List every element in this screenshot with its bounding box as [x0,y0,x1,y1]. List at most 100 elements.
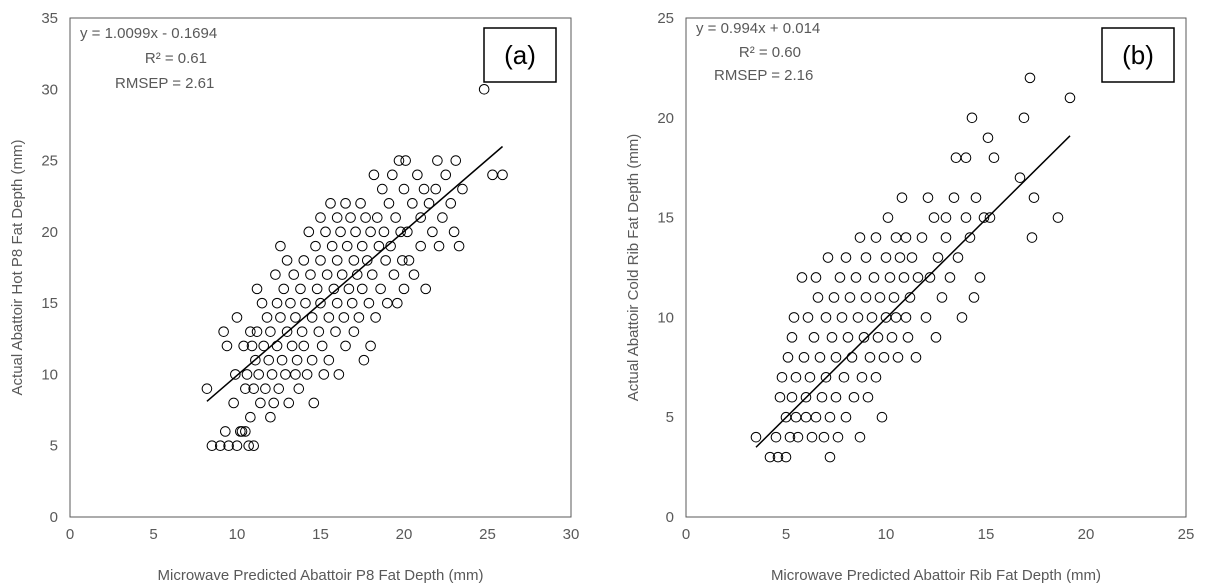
x-tick-label: 5 [149,526,157,543]
data-point [966,112,978,124]
data-point [968,292,980,303]
data-point [253,369,265,380]
data-point [1064,92,1076,104]
data-point [820,312,832,323]
data-point [810,272,822,283]
data-point [930,332,942,343]
data-point [944,272,956,283]
data-point [206,440,218,452]
x-tick-label: 25 [479,526,496,543]
data-point [355,198,366,209]
data-point [792,431,804,443]
data-point [375,283,386,295]
data-point [261,312,273,323]
data-point [308,397,320,409]
data-point [846,352,858,363]
y-tick-label: 30 [41,81,58,98]
y-axis-title: Actual Abattoir Cold Rib Fat Depth (mm) [625,134,642,402]
data-point [1024,72,1036,84]
data-point [822,252,834,263]
data-point [834,272,846,283]
data-point [950,152,962,164]
data-point [286,340,298,352]
x-tick-label: 15 [978,526,995,543]
y-tick-label: 0 [50,509,58,526]
y-tick-label: 10 [41,366,58,383]
data-point [884,272,896,283]
data-point [385,240,396,252]
data-point [830,391,842,403]
data-point [271,340,283,352]
data-point [433,240,445,252]
data-point [812,292,824,303]
data-point [393,155,405,166]
data-point [978,212,990,223]
data-point [383,198,395,209]
x-axis-title: Microwave Predicted Abattoir Rib Fat Dep… [771,567,1101,584]
y-tick-label: 10 [657,309,674,326]
data-point [373,240,385,252]
data-point [397,255,408,266]
data-point [854,431,866,443]
data-point [278,283,290,295]
data-point [218,326,229,337]
data-point [824,411,836,423]
data-point [250,354,261,366]
data-point [407,198,418,209]
data-point [245,326,256,337]
data-point [912,272,924,283]
data-point [864,352,876,363]
data-point [445,198,457,209]
data-point [246,340,258,352]
data-point [313,326,325,337]
data-point [820,371,832,383]
data-point [984,212,996,223]
data-point [415,212,427,223]
data-point [1018,112,1030,124]
data-point [844,292,856,303]
data-point [830,352,842,363]
data-point [245,411,256,423]
data-point [248,383,259,394]
data-point [376,183,388,195]
data-point [231,312,243,323]
data-point [786,332,798,343]
data-point [240,383,251,394]
data-point [904,292,916,303]
data-point [236,426,248,437]
data-point [240,426,251,437]
data-point [478,83,490,95]
data-point [880,252,892,263]
data-point [890,232,902,243]
chart-panel-b: 0 5 10 15 20 25 0 5 10 15 20 25 Microwave Predicted … [602,0,1204,585]
data-point [894,252,906,263]
data-point [860,292,872,303]
data-point [228,397,239,409]
data-point [326,240,338,252]
regression-annotation: R² = 0.60 [739,44,801,61]
data-point [266,369,278,380]
data-point [398,283,410,295]
regression-annotation: y = 0.994x + 0.014 [696,20,820,37]
data-point [290,312,301,323]
data-point [328,283,340,295]
data-point [325,198,336,209]
data-point [1014,172,1026,183]
data-point [866,312,878,323]
y-tick-label: 5 [50,438,58,455]
data-point [824,451,836,463]
data-point [280,369,291,380]
data-point [896,192,908,203]
data-point [363,297,375,309]
data-point [450,155,462,166]
data-point [964,232,976,243]
data-point [273,383,285,394]
data-point [365,340,376,352]
data-point [306,354,318,366]
data-point [370,312,381,323]
data-point [276,354,288,366]
data-point [220,426,231,437]
data-point [858,332,870,343]
data-point [892,352,904,363]
data-point [1052,212,1064,223]
